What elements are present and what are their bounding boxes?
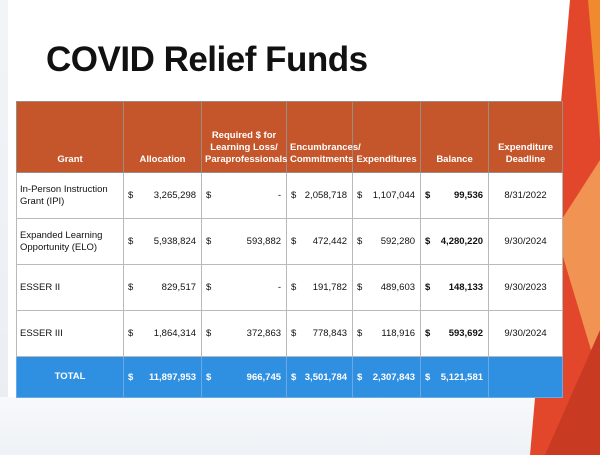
total-encumbrances: 3,501,784 (298, 356, 354, 398)
deadline-value: 9/30/2023 (488, 264, 564, 311)
allocation-value: 829,517 (135, 264, 203, 311)
currency-sign: $ (201, 310, 214, 357)
deadline-value: 8/31/2022 (488, 172, 564, 219)
encumbrances-value: 472,442 (298, 218, 354, 265)
grant-name: Expanded Learning Opportunity (ELO) (16, 218, 124, 265)
table-header-row: Grant Allocation Required $ for Learning… (16, 101, 564, 173)
grant-name: In-Person Instruction Grant (IPI) (16, 172, 124, 219)
header-required: Required $ for Learning Loss/ Paraprofes… (201, 101, 287, 173)
currency-sign: $ (420, 172, 433, 219)
header-expenditures: Expenditures (352, 101, 422, 173)
total-balance: 5,121,581 (432, 356, 490, 398)
allocation-value: 3,265,298 (135, 172, 203, 219)
table-row: ESSER III $ 1,864,314 $ 372,863 $ 778,84… (16, 310, 564, 357)
total-label: TOTAL (16, 356, 124, 398)
currency-sign: $ (352, 310, 365, 357)
currency-sign: $ (420, 310, 433, 357)
balance-value: 4,280,220 (432, 218, 490, 265)
table-row: Expanded Learning Opportunity (ELO) $ 5,… (16, 218, 564, 265)
currency-sign: $ (123, 356, 136, 398)
allocation-value: 1,864,314 (135, 310, 203, 357)
currency-sign: $ (201, 356, 214, 398)
currency-sign: $ (123, 172, 136, 219)
currency-sign: $ (420, 356, 433, 398)
currency-sign: $ (201, 218, 214, 265)
currency-sign: $ (201, 172, 214, 219)
table-row: In-Person Instruction Grant (IPI) $ 3,26… (16, 172, 564, 219)
table-row: ESSER II $ 829,517 $ - $ 191,782 $ 489,6… (16, 264, 564, 311)
currency-sign: $ (352, 264, 365, 311)
currency-sign: $ (286, 310, 299, 357)
header-encumbrances: Encumbrances/ Commitments (286, 101, 361, 173)
currency-sign: $ (123, 310, 136, 357)
expenditures-value: 1,107,044 (364, 172, 422, 219)
currency-sign: $ (286, 218, 299, 265)
currency-sign: $ (352, 172, 365, 219)
funds-table-container: Grant Allocation Required $ for Learning… (16, 101, 564, 398)
balance-value: 148,133 (432, 264, 490, 311)
required-value: - (213, 264, 288, 311)
header-deadline: Expenditure Deadline (488, 101, 564, 173)
currency-sign: $ (286, 172, 299, 219)
total-allocation: 11,897,953 (135, 356, 203, 398)
funds-table: Grant Allocation Required $ for Learning… (16, 101, 564, 398)
total-required: 966,745 (213, 356, 288, 398)
header-grant: Grant (16, 101, 124, 173)
total-expenditures: 2,307,843 (364, 356, 422, 398)
header-allocation: Allocation (122, 101, 203, 173)
expenditures-value: 118,916 (364, 310, 422, 357)
currency-sign: $ (420, 264, 433, 311)
deadline-value: 9/30/2024 (488, 310, 564, 357)
required-value: - (213, 172, 288, 219)
total-deadline (488, 356, 564, 398)
expenditures-value: 489,603 (364, 264, 422, 311)
currency-sign: $ (286, 356, 299, 398)
balance-value: 593,692 (432, 310, 490, 357)
currency-sign: $ (352, 356, 365, 398)
allocation-value: 5,938,824 (135, 218, 203, 265)
currency-sign: $ (286, 264, 299, 311)
grant-name: ESSER III (16, 310, 124, 357)
grant-name: ESSER II (16, 264, 124, 311)
currency-sign: $ (123, 218, 136, 265)
slide-left-strip (0, 0, 8, 455)
currency-sign: $ (201, 264, 214, 311)
encumbrances-value: 191,782 (298, 264, 354, 311)
deadline-value: 9/30/2024 (488, 218, 564, 265)
encumbrances-value: 778,843 (298, 310, 354, 357)
encumbrances-value: 2,058,718 (298, 172, 354, 219)
page-title: COVID Relief Funds (46, 40, 368, 79)
required-value: 593,882 (213, 218, 288, 265)
expenditures-value: 592,280 (364, 218, 422, 265)
currency-sign: $ (123, 264, 136, 311)
currency-sign: $ (420, 218, 433, 265)
required-value: 372,863 (213, 310, 288, 357)
total-row: TOTAL $ 11,897,953 $ 966,745 $ 3,501,784… (16, 356, 564, 398)
slide-bottom-bar (0, 397, 600, 455)
balance-value: 99,536 (432, 172, 490, 219)
header-balance: Balance (420, 101, 490, 173)
currency-sign: $ (352, 218, 365, 265)
